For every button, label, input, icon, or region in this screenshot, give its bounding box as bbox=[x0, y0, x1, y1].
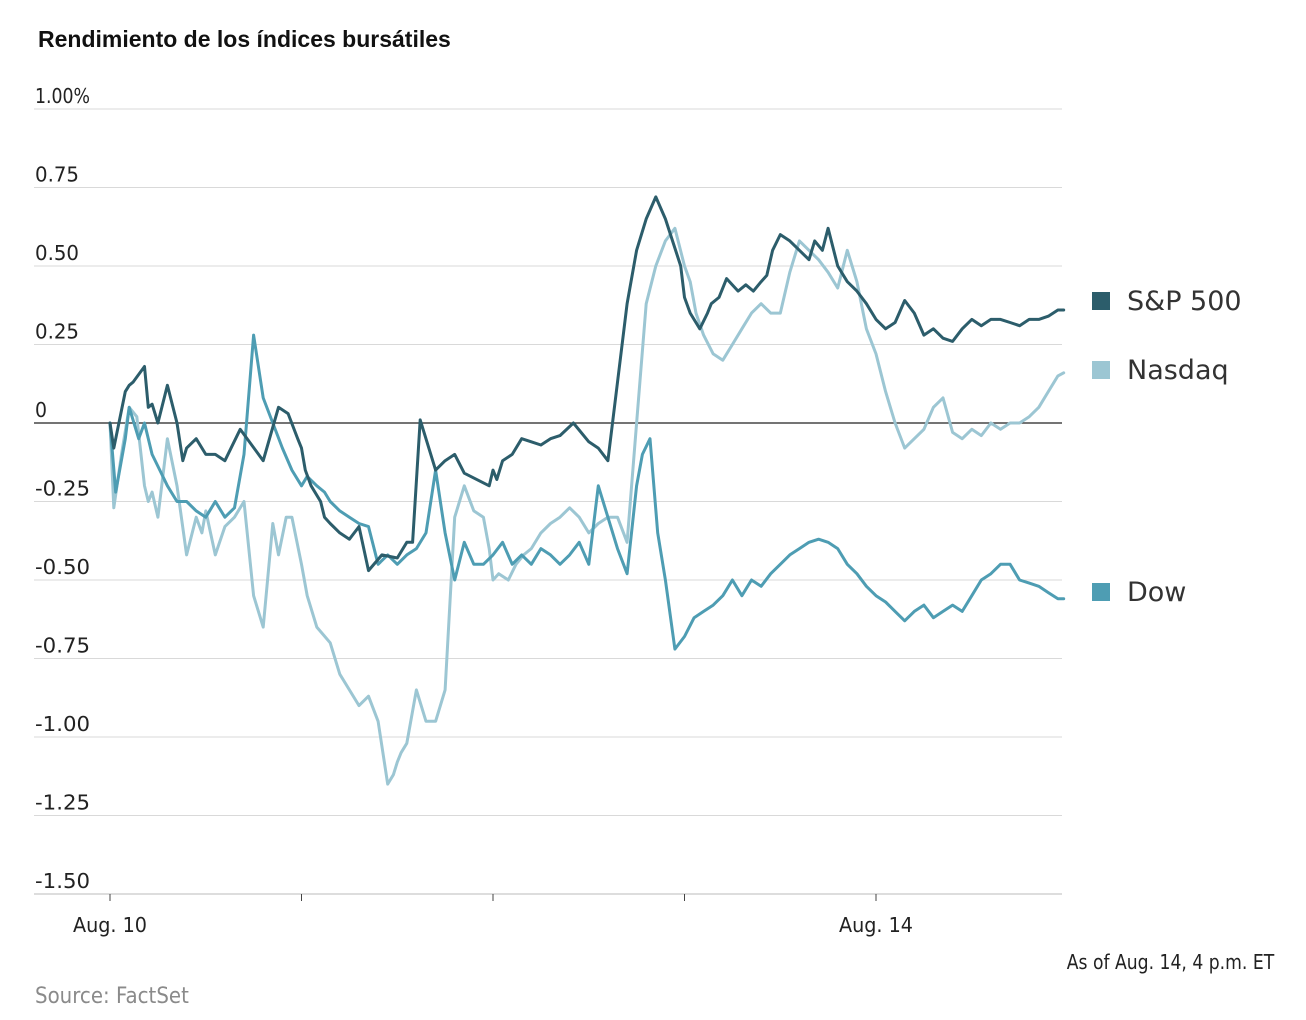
y-tick-label: 1.00% bbox=[35, 84, 90, 108]
y-tick-label: -0.25 bbox=[35, 477, 90, 501]
series-line-nasdaq bbox=[108, 226, 1066, 786]
legend-label-dow: Dow bbox=[1127, 576, 1187, 608]
y-tick-label: -0.75 bbox=[35, 634, 90, 658]
legend-swatch-sp500 bbox=[1092, 292, 1110, 310]
legend-item-sp500: S&P 500 bbox=[1092, 285, 1242, 317]
legend-item-dow: Dow bbox=[1092, 576, 1187, 608]
legend-swatch-dow bbox=[1092, 583, 1110, 601]
y-axis-labels: 1.00% 0.75 0.50 0.25 0 -0.25 -0.50 -0.75 -1.00 -1… bbox=[35, 84, 90, 893]
y-tick-label: -1.25 bbox=[35, 791, 90, 815]
legend-label-nasdaq: Nasdaq bbox=[1127, 354, 1229, 386]
chart-title: Rendimiento de los índices bursátiles bbox=[38, 26, 451, 52]
x-tick-label: Aug. 10 bbox=[73, 913, 147, 937]
y-tick-label: 0.25 bbox=[35, 320, 79, 344]
x-axis: Aug. 10 Aug. 14 bbox=[73, 894, 913, 937]
footnote: As of Aug. 14, 4 p.m. ET bbox=[1066, 950, 1274, 974]
series-line-dow bbox=[108, 333, 1066, 651]
series-line-sp500 bbox=[108, 195, 1066, 573]
y-tick-label: -1.50 bbox=[35, 869, 90, 893]
y-tick-label: -1.00 bbox=[35, 712, 90, 736]
source-note: Source: FactSet bbox=[35, 984, 189, 1009]
y-tick-label: 0 bbox=[35, 398, 47, 422]
x-tick-label: Aug. 14 bbox=[839, 913, 913, 937]
y-tick-label: 0.50 bbox=[35, 241, 79, 265]
legend-item-nasdaq: Nasdaq bbox=[1092, 354, 1229, 386]
gridlines bbox=[34, 108, 1062, 895]
y-tick-label: 0.75 bbox=[35, 163, 79, 187]
series-lines bbox=[108, 195, 1066, 786]
y-tick-label: -0.50 bbox=[35, 555, 90, 579]
legend-swatch-nasdaq bbox=[1092, 361, 1110, 379]
legend-label-sp500: S&P 500 bbox=[1127, 285, 1242, 317]
